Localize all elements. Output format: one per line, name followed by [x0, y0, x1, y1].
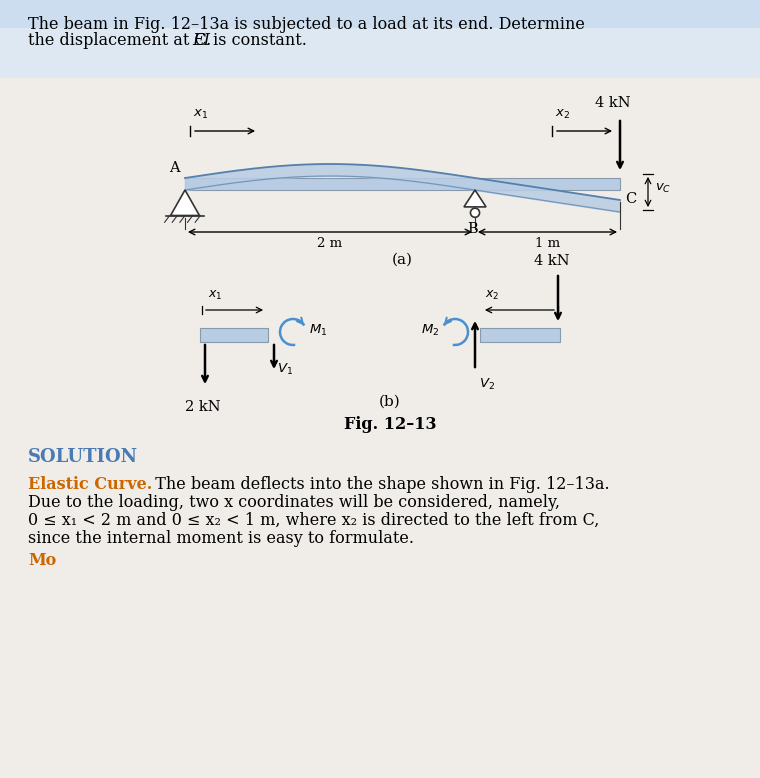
Text: (b): (b): [379, 395, 401, 409]
Text: C: C: [625, 192, 636, 206]
Text: $x_2$: $x_2$: [485, 289, 499, 302]
Text: $v_C$: $v_C$: [655, 181, 671, 194]
Text: $x_1$: $x_1$: [208, 289, 223, 302]
Text: The beam in Fig. 12–13a is subjected to a load at its end. Determine: The beam in Fig. 12–13a is subjected to …: [28, 16, 585, 33]
Text: $x_2$: $x_2$: [555, 108, 570, 121]
Text: B: B: [467, 222, 477, 236]
Text: the displacement at C.: the displacement at C.: [28, 32, 217, 49]
Text: $M_2$: $M_2$: [421, 322, 439, 338]
FancyBboxPatch shape: [480, 328, 560, 342]
Polygon shape: [170, 190, 199, 216]
Text: Elastic Curve.: Elastic Curve.: [28, 476, 152, 493]
Text: Mo: Mo: [28, 552, 56, 569]
Text: SOLUTION: SOLUTION: [28, 448, 138, 466]
FancyBboxPatch shape: [0, 0, 760, 28]
Text: $x_1$: $x_1$: [193, 108, 208, 121]
Circle shape: [470, 209, 480, 217]
FancyBboxPatch shape: [200, 328, 268, 342]
Text: $V_1$: $V_1$: [277, 362, 293, 377]
Text: 0 ≤ x₁ < 2 m and 0 ≤ x₂ < 1 m, where x₂ is directed to the left from C,: 0 ≤ x₁ < 2 m and 0 ≤ x₂ < 1 m, where x₂ …: [28, 512, 600, 529]
Text: (a): (a): [392, 253, 413, 267]
Text: The beam deflects into the shape shown in Fig. 12–13a.: The beam deflects into the shape shown i…: [145, 476, 610, 493]
Text: $M_1$: $M_1$: [309, 322, 328, 338]
Polygon shape: [464, 190, 486, 207]
Text: Due to the loading, two x coordinates will be considered, namely,: Due to the loading, two x coordinates wi…: [28, 494, 560, 511]
Text: Fig. 12–13: Fig. 12–13: [344, 416, 436, 433]
Text: EI: EI: [192, 32, 210, 49]
Text: 4 kN: 4 kN: [595, 96, 631, 110]
Text: since the internal moment is easy to formulate.: since the internal moment is easy to for…: [28, 530, 414, 547]
Text: 2 m: 2 m: [318, 237, 343, 250]
Text: 2 kN: 2 kN: [185, 400, 220, 414]
Text: 4 kN: 4 kN: [534, 254, 570, 268]
FancyBboxPatch shape: [185, 178, 620, 190]
Text: is constant.: is constant.: [208, 32, 307, 49]
Text: 1 m: 1 m: [535, 237, 560, 250]
Text: A: A: [169, 161, 179, 175]
Text: $V_2$: $V_2$: [479, 377, 495, 392]
FancyBboxPatch shape: [0, 28, 760, 78]
